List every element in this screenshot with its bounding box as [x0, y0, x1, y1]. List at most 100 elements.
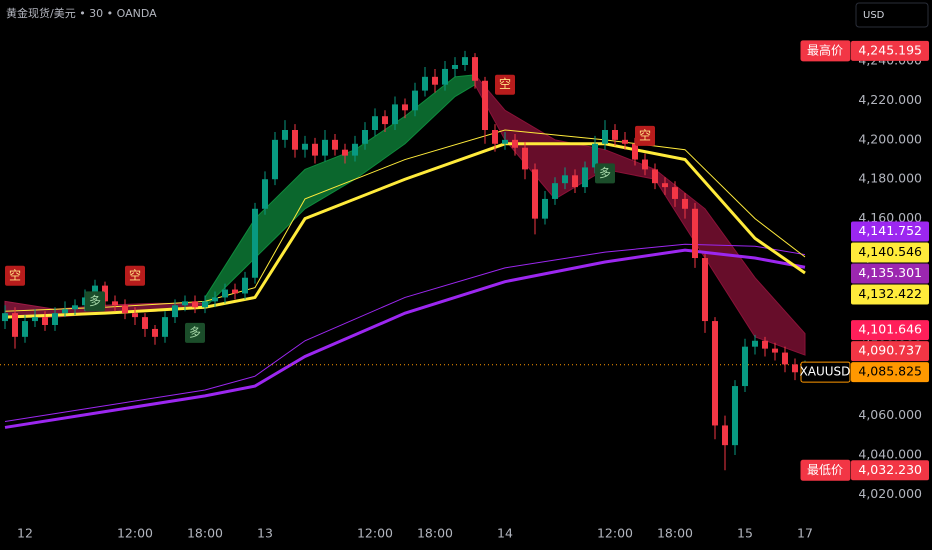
y-tick-label: 4,220.000	[858, 92, 922, 107]
candle-body	[132, 313, 138, 318]
candle-body	[572, 175, 578, 188]
candle-body	[202, 301, 208, 308]
candle-body	[382, 116, 388, 125]
y-tick-label: 4,200.000	[858, 131, 922, 146]
candle-body	[552, 183, 558, 199]
price-tag-label: 4,132.422	[858, 286, 922, 301]
candle-body	[532, 169, 538, 219]
moving-average	[4, 142, 806, 319]
candle-body	[312, 143, 318, 156]
candle-body	[432, 76, 438, 85]
candle-body	[192, 301, 198, 308]
candle-body	[52, 313, 58, 325]
y-tick-label: 4,060.000	[858, 407, 922, 422]
currency-button[interactable]	[855, 2, 929, 28]
signal-label: 空	[639, 128, 651, 142]
price-tag	[851, 242, 929, 263]
price-tag-label: 4,245.195	[858, 42, 922, 57]
candle-body	[732, 386, 738, 446]
signal-marker	[5, 265, 25, 286]
x-tick-label: 12:00	[117, 526, 153, 541]
price-tag-name-box	[800, 459, 851, 481]
candle-body	[42, 317, 48, 325]
candle-body	[142, 317, 148, 329]
candle-body	[442, 68, 448, 85]
candle-body	[2, 313, 8, 322]
signal-label: 多	[189, 325, 201, 339]
candle-body	[462, 57, 468, 65]
moving-average	[4, 248, 806, 429]
y-tick-label: 4,040.000	[858, 447, 922, 462]
price-tag	[851, 221, 929, 242]
candle-body	[602, 130, 608, 144]
candle-body	[422, 76, 428, 91]
candle-body	[242, 277, 248, 294]
price-tag-name: 最低价	[807, 463, 843, 477]
price-tag-label: 4,090.737	[858, 343, 922, 358]
candle-body	[232, 289, 238, 294]
moving-average	[4, 129, 806, 312]
candle-body	[182, 301, 188, 306]
price-tag-label: 4,085.825	[858, 364, 922, 379]
candle-body	[502, 139, 508, 144]
candle-body	[352, 143, 358, 156]
signal-marker	[125, 265, 145, 286]
candle-body	[542, 198, 548, 219]
candle-body	[722, 425, 728, 446]
candle-body	[112, 301, 118, 306]
x-tick-label: 12:00	[357, 526, 393, 541]
y-tick-label: 4,180.000	[858, 171, 922, 186]
candle-body	[332, 139, 338, 150]
price-tag	[851, 362, 929, 383]
price-tag-name-box	[800, 40, 851, 62]
candle-body	[672, 187, 678, 199]
candle-body	[212, 297, 218, 302]
candle-body	[742, 346, 748, 387]
signal-marker	[595, 163, 615, 184]
candle-body	[702, 258, 708, 322]
y-tick-label: 4,020.000	[858, 486, 922, 501]
signal-label: 空	[499, 77, 511, 91]
candle-body	[512, 139, 518, 148]
candle-body	[162, 317, 168, 337]
price-tag-name: 最高价	[807, 42, 843, 57]
x-tick-label: 18:00	[187, 526, 223, 541]
candle-body	[272, 139, 278, 180]
signal-marker	[635, 125, 655, 146]
candle-body	[32, 317, 38, 322]
candle-body	[22, 321, 28, 337]
signal-marker	[85, 291, 105, 312]
candle-body	[562, 175, 568, 184]
price-tag-label: 4,135.301	[858, 265, 922, 280]
price-tag-label: 4,032.230	[858, 462, 922, 477]
candle-body	[642, 159, 648, 170]
candle-body	[792, 364, 798, 373]
candle-body	[652, 169, 658, 184]
candle-body	[592, 143, 598, 168]
candle-body	[72, 305, 78, 310]
candle-body	[302, 143, 308, 150]
price-tag-label: 4,101.646	[858, 322, 922, 337]
x-tick-label: 17	[797, 526, 813, 541]
candle-body	[62, 309, 68, 314]
x-tick-label: 14	[497, 526, 513, 541]
candle-body	[172, 305, 178, 318]
candle-body	[482, 80, 488, 130]
candle-body	[412, 90, 418, 111]
chart-title: 黄金现货/美元 • 30 • OANDA	[6, 6, 157, 20]
y-tick-label: 4,160.000	[858, 210, 922, 225]
candle-body	[392, 104, 398, 125]
signal-label: 空	[9, 268, 21, 282]
price-tag-label: 4,140.546	[858, 244, 922, 259]
x-tick-label: 12:00	[597, 526, 633, 541]
candle-body	[372, 116, 378, 130]
candle-body	[222, 289, 228, 298]
candle-body	[12, 313, 18, 337]
currency-button-label[interactable]: USD	[863, 10, 885, 21]
candle-body	[682, 198, 688, 209]
x-tick-label: 12	[17, 526, 33, 541]
candle-body	[712, 321, 718, 426]
candle-body	[322, 139, 328, 156]
